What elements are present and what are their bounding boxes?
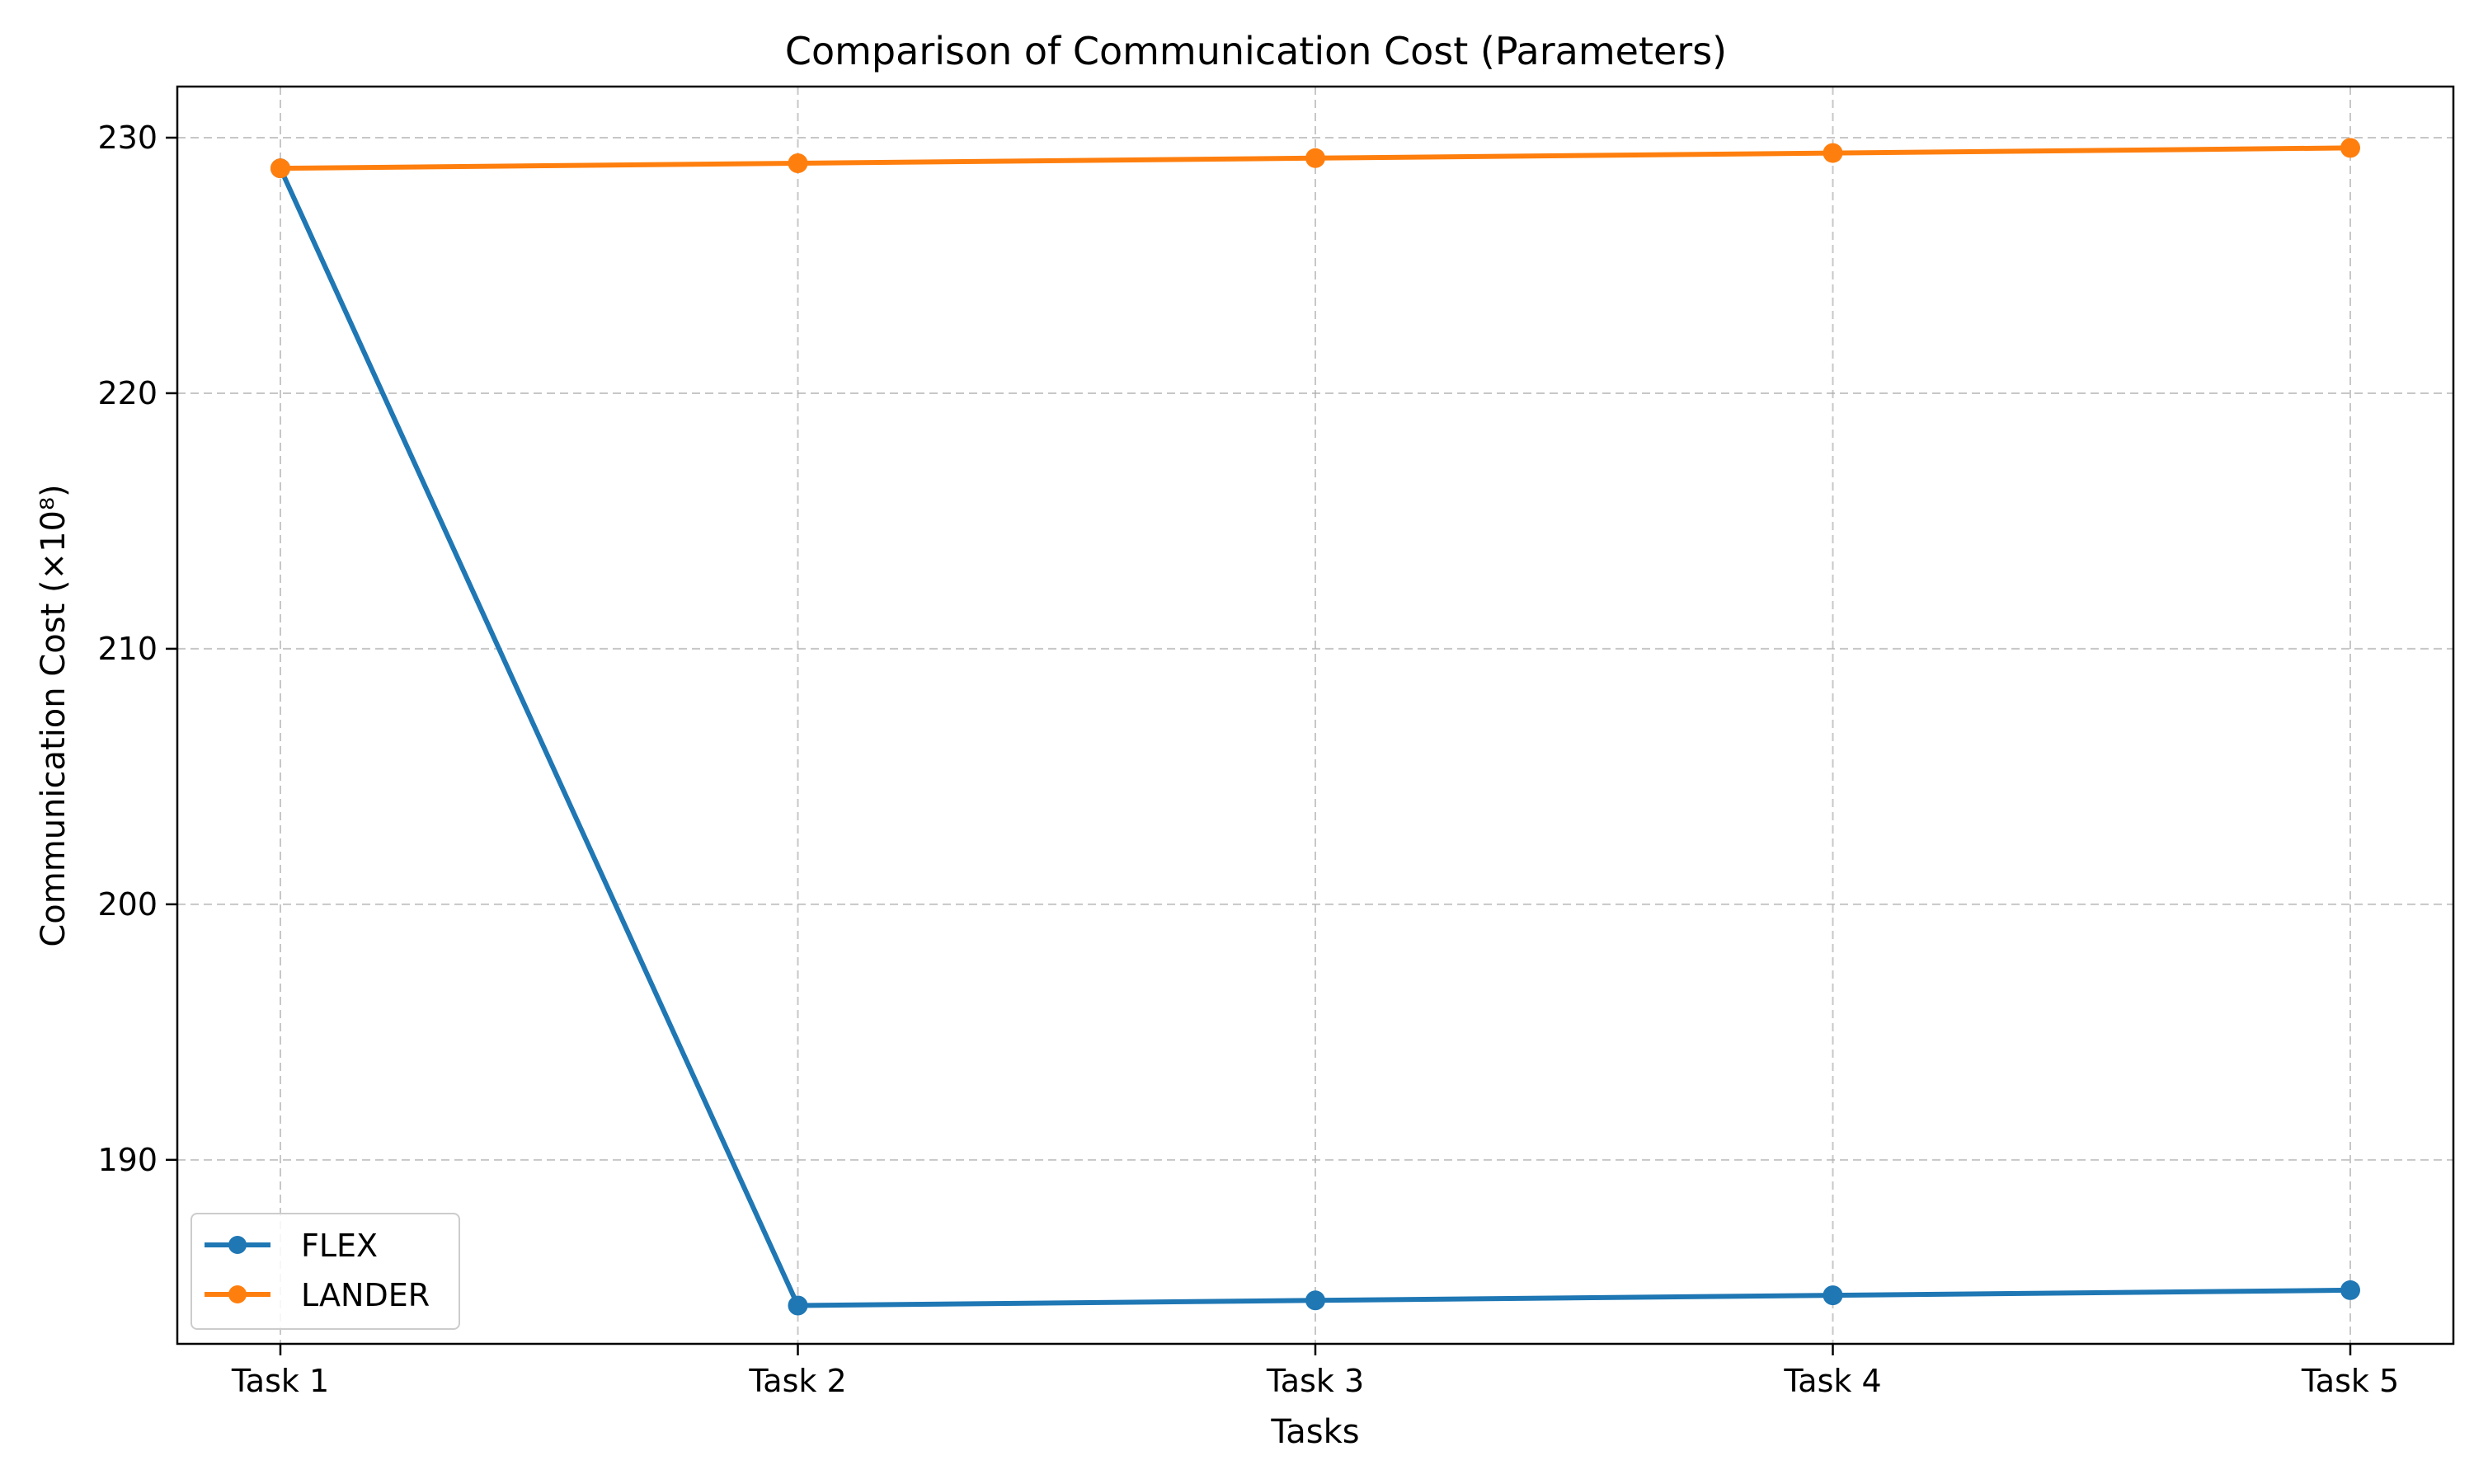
- legend: FLEX LANDER: [190, 1213, 460, 1330]
- data-point-flex: [2340, 1280, 2360, 1300]
- legend-marker-flex: [228, 1236, 247, 1254]
- legend-marker-lander: [228, 1285, 247, 1303]
- chart-title: Comparison of Communication Cost (Parame…: [785, 29, 1727, 73]
- data-point-lander: [1823, 143, 1843, 163]
- data-point-flex: [1823, 1285, 1843, 1306]
- data-point-lander: [1305, 148, 1325, 168]
- y-tick-label: 220: [97, 375, 158, 411]
- x-tick-label: Task 1: [231, 1363, 329, 1399]
- x-tick-label: Task 2: [748, 1363, 846, 1399]
- data-point-flex: [1305, 1290, 1325, 1311]
- data-point-flex: [788, 1295, 808, 1316]
- legend-label-flex: FLEX: [301, 1228, 378, 1264]
- grid: [177, 87, 2453, 1344]
- legend-label-lander: LANDER: [301, 1277, 430, 1313]
- x-tick-label: Task 4: [1783, 1363, 1881, 1399]
- y-tick-label: 230: [97, 120, 158, 156]
- data-point-lander: [788, 153, 808, 173]
- y-tick-label: 200: [97, 886, 158, 923]
- x-tick-label: Task 3: [1266, 1363, 1364, 1399]
- data-point-lander: [270, 158, 290, 179]
- y-tick-label: 190: [97, 1142, 158, 1178]
- y-axis-title: Communication Cost (×10⁸): [35, 484, 73, 946]
- y-tick-label: 210: [97, 631, 158, 667]
- series-layer: [270, 138, 2360, 1316]
- data-point-lander: [2340, 138, 2360, 158]
- x-tick-label: Task 5: [2301, 1363, 2399, 1399]
- axis-ticks: Task 1 Task 2 Task 3 Task 4 Task 5 190 200 210 2…: [97, 120, 2399, 1399]
- x-axis-title: Tasks: [1270, 1413, 1359, 1451]
